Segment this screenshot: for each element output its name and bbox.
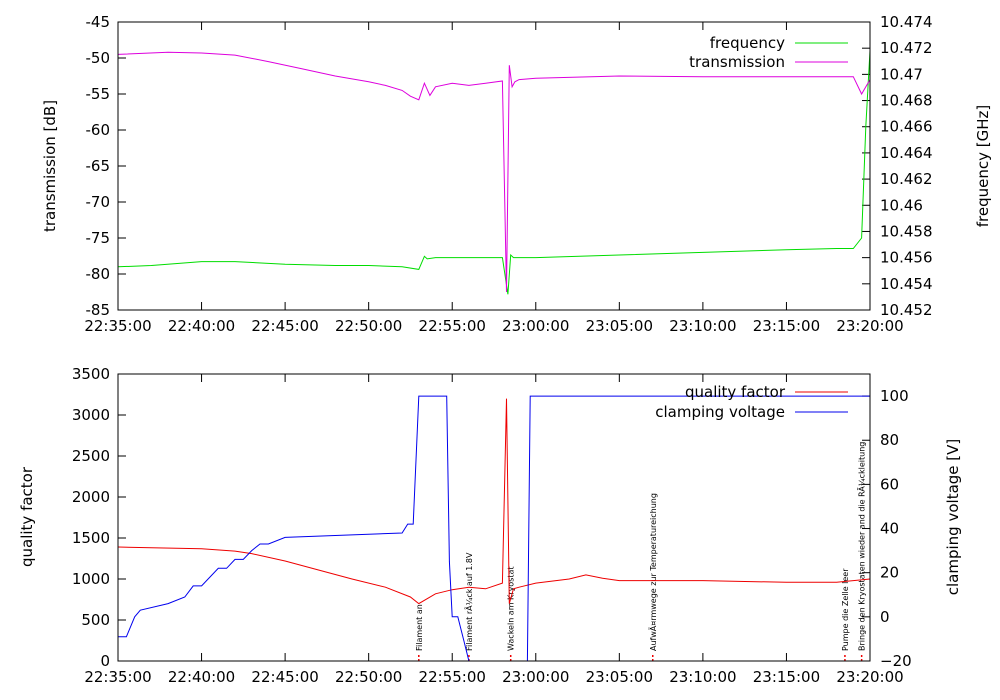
bottom-y-axis-title: quality factor [18, 466, 36, 567]
y2-tick-label: 40 [880, 520, 899, 538]
y2-tick-label: 10.456 [880, 249, 933, 267]
legend-label-clamping-voltage: clamping voltage [655, 403, 785, 421]
bottom-panel-annotations: Filament an Filament rÃ¼ck auf 1.8V Wackel… [415, 442, 867, 661]
annotation-label: Filament rÃ¼ck auf 1.8V [464, 552, 474, 651]
x-tick-label: 22:45:00 [251, 317, 318, 335]
y2-tick-label: 20 [880, 564, 899, 582]
top-x-tick-labels: 22:35:00 22:40:00 22:45:00 22:50:00 22:55:00… [84, 317, 903, 335]
y-tick-label: -60 [86, 121, 111, 139]
x-tick-label: 22:35:00 [84, 668, 151, 686]
y2-tick-label: 10.466 [880, 118, 933, 136]
y-tick-label: 1000 [72, 570, 110, 588]
y2-tick-label: 60 [880, 475, 899, 493]
x-tick-label: 23:00:00 [502, 317, 569, 335]
y-tick-label: -45 [86, 13, 111, 31]
y-tick-label: 3000 [72, 406, 110, 424]
series-clamping-voltage [117, 395, 870, 662]
y2-tick-label: 10.46 [880, 196, 923, 214]
x-tick-label: 23:10:00 [669, 317, 736, 335]
x-tick-label: 23:05:00 [586, 668, 653, 686]
bottom-y2-axis-title: clamping voltage [V] [944, 439, 962, 595]
x-tick-label: 22:40:00 [168, 317, 235, 335]
annotation-label: Bringe den Kryostaten wieder and die RÃ¼… [857, 442, 867, 651]
y-tick-label: 1500 [72, 529, 110, 547]
x-tick-label: 22:50:00 [335, 317, 402, 335]
x-tick-label: 23:20:00 [836, 668, 903, 686]
y-tick-label: -70 [86, 193, 111, 211]
y2-tick-label: 0 [880, 608, 890, 626]
top-panel-frame [117, 21, 871, 311]
y2-tick-label: 10.458 [880, 222, 933, 240]
top-panel-ticks [117, 21, 871, 311]
x-tick-label: 23:15:00 [753, 668, 820, 686]
top-panel-series [117, 50, 871, 295]
top-y-tick-labels: -45 -50 -55 -60 -65 -70 -75 -80 -85 [86, 13, 111, 319]
x-tick-label: 22:50:00 [335, 668, 402, 686]
y2-tick-label: 100 [880, 387, 909, 405]
bottom-panel-series [117, 395, 871, 662]
y2-tick-label: 10.47 [880, 65, 923, 83]
bottom-y-tick-labels: 3500 3000 2500 2000 1500 1000 500 0 [72, 365, 110, 670]
x-tick-label: 23:20:00 [836, 317, 903, 335]
top-y-axis-title: transmission [dB] [41, 100, 59, 232]
annotation-label: Wackeln am Kryostat [507, 566, 516, 651]
x-tick-label: 23:00:00 [502, 668, 569, 686]
y2-tick-label: 80 [880, 431, 899, 449]
y-tick-label: 500 [81, 611, 110, 629]
annotation-label: AufwÃ¤rmwege zur Temperatureichung [648, 493, 658, 651]
y2-tick-label: 10.452 [880, 301, 933, 319]
bottom-legend: quality factor clamping voltage [655, 383, 848, 421]
bottom-panel-frame [117, 373, 871, 662]
y2-tick-label: 10.474 [880, 13, 933, 31]
series-quality-factor [117, 398, 871, 605]
x-tick-label: 23:10:00 [669, 668, 736, 686]
x-tick-label: 22:55:00 [419, 317, 486, 335]
y2-tick-label: 10.454 [880, 275, 933, 293]
y-tick-label: 2500 [72, 447, 110, 465]
bottom-y2-tick-labels: 100 80 60 40 20 0 −20 [880, 387, 912, 670]
x-tick-label: 23:15:00 [753, 317, 820, 335]
top-y2-tick-labels: 10.474 10.472 10.47 10.468 10.466 10.464 10.46… [880, 13, 933, 319]
x-tick-label: 23:05:00 [586, 317, 653, 335]
annotation-label: Filament an [415, 604, 424, 651]
y-tick-label: -55 [86, 85, 111, 103]
y-tick-label: 2000 [72, 488, 110, 506]
y-tick-label: -50 [86, 49, 111, 67]
series-frequency [117, 50, 871, 295]
x-tick-label: 22:40:00 [168, 668, 235, 686]
top-legend: frequency transmission [689, 34, 848, 71]
y-tick-label: -65 [86, 157, 111, 175]
y2-tick-label: 10.462 [880, 170, 933, 188]
y-tick-label: 3500 [72, 365, 110, 383]
y2-tick-label: 10.468 [880, 92, 933, 110]
top-y2-axis-title: frequency [GHz] [974, 105, 992, 227]
bottom-x-tick-labels: 22:35:00 22:40:00 22:45:00 22:50:00 22:55:00… [84, 668, 903, 686]
series-transmission [117, 51, 871, 293]
y-tick-label: -75 [86, 229, 111, 247]
legend-label-quality-factor: quality factor [685, 383, 786, 401]
y2-tick-label: −20 [880, 652, 912, 670]
y2-tick-label: 10.464 [880, 144, 933, 162]
y-tick-label: -80 [86, 265, 111, 283]
annotation-label: Pumpe die Zelle leer [841, 568, 850, 651]
bottom-panel: Filament an Filament rÃ¼ck auf 1.8V Wackel… [18, 365, 962, 686]
y2-tick-label: 10.472 [880, 39, 933, 57]
y-tick-label: 0 [100, 652, 110, 670]
x-tick-label: 22:35:00 [84, 317, 151, 335]
top-panel: -45-50-55-60-65-70-75-80-85 10.47410.472… [41, 13, 992, 335]
x-tick-label: 22:55:00 [419, 668, 486, 686]
x-tick-label: 22:45:00 [251, 668, 318, 686]
legend-label-frequency: frequency [710, 34, 785, 52]
y-tick-label: -85 [86, 301, 111, 319]
legend-label-transmission: transmission [689, 53, 785, 71]
